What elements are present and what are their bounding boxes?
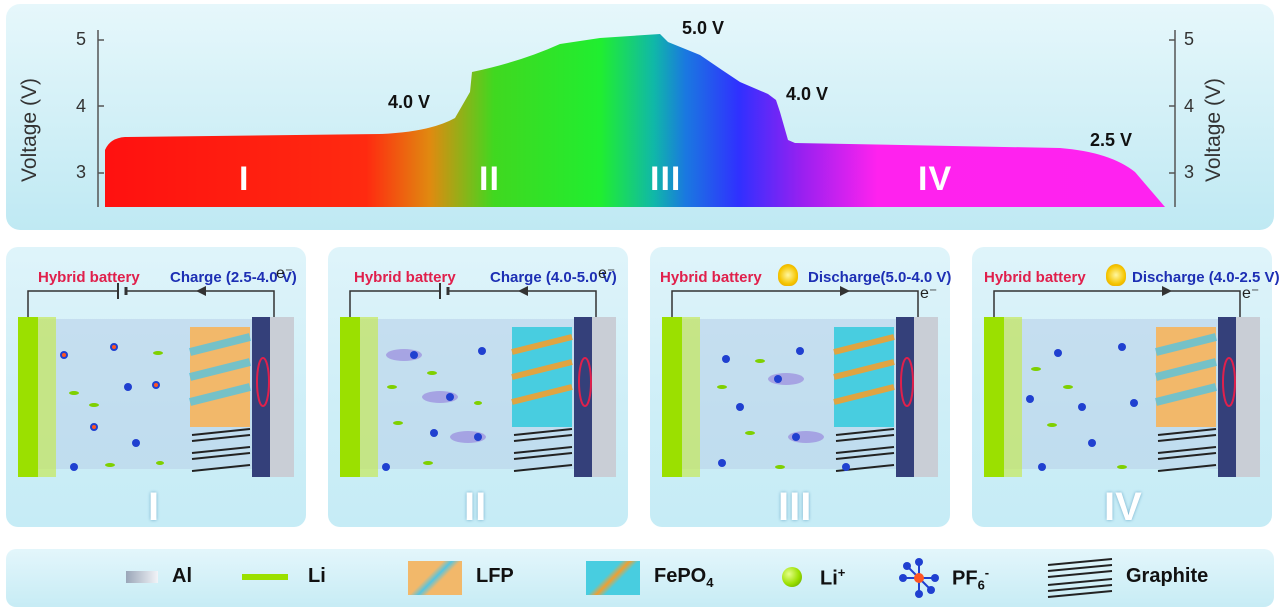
li-swatch [242,574,288,580]
y-tick-right-5: 5 [1184,29,1195,49]
electron-label: e⁻ [276,265,294,282]
li-electrode [18,317,38,477]
y-tick-left-5: 5 [76,29,87,49]
li-ions [387,371,482,465]
voltage-profile-chart [97,30,1176,207]
legend-li-label: Li [308,565,326,587]
pf6-ions [382,347,486,471]
cell-schematic [340,283,616,477]
graphite-stack [835,428,895,472]
cell-schematic [18,283,294,477]
li-ion-icon [782,567,802,587]
al-collector [1236,317,1260,477]
y-tick-right-4: 4 [1184,96,1195,116]
lfp-icon [408,561,462,595]
voltage-profile-area [105,34,1165,207]
cell-stage-label: III [778,485,812,529]
cell-mode: Charge (2.5-4.0 V) [170,269,297,286]
cell-panel-4: Hybrid battery Discharge (4.0-2.5 V) e⁻ … [972,247,1280,529]
stage-label-IV: IV [918,160,953,198]
cell-panel-3: Hybrid battery Discharge(5.0-4.0 V) e⁻ I… [650,247,952,529]
cell-stage-label: I [148,485,160,529]
cell-mode: Discharge(5.0-4.0 V) [808,269,952,286]
graphite-stack [513,428,573,472]
pf6-icon [899,558,939,598]
light-bulb-icon [778,264,798,286]
legend-bar: Al Li LFP FePO4 Li+ PF6- Graphite [6,549,1274,607]
graphite-stack [1157,428,1217,472]
stage-label-I: I [239,160,250,198]
li-ions [717,359,785,469]
y-tick-left-3: 3 [76,162,87,182]
legend-li-ion-label: Li+ [820,565,846,590]
li-electrode [340,317,360,477]
pf6-ions [718,347,850,471]
fepo4-icon [586,561,640,595]
al-collector [270,317,294,477]
stage-label-II: II [479,160,500,198]
cell-stage-label: II [464,485,487,529]
y-tick-left-4: 4 [76,96,87,116]
legend-al-label: Al [172,565,192,587]
legend-graphite-label: Graphite [1126,565,1209,587]
li-electrode [984,317,1004,477]
electron-label: e⁻ [920,285,938,302]
li-electrode [662,317,682,477]
graphite-stack [191,428,251,472]
y-tick-right-3: 3 [1184,162,1195,182]
cell-panel-2: Hybrid battery Charge (4.0-5.0 V) e⁻ II [328,247,628,529]
cell-title: Hybrid battery [38,269,140,286]
li-ions [1031,367,1127,469]
cell-stage-label: IV [1104,485,1142,529]
light-bulb-icon [1106,264,1126,286]
cell-title: Hybrid battery [660,269,762,286]
cell-mode: Discharge (4.0-2.5 V) [1132,269,1280,286]
annotation-4v-discharge: 4.0 V [786,84,829,104]
cell-title: Hybrid battery [354,269,456,286]
al-collector [914,317,938,477]
legend-fepo4-label: FePO4 [654,565,714,590]
annotation-2-5v: 2.5 V [1090,130,1133,150]
annotation-4v-charge: 4.0 V [388,92,431,112]
pf6-ions [1026,343,1138,471]
legend-pf6-label: PF6- [952,565,990,593]
cell-schematic [984,286,1260,477]
electron-label: e⁻ [598,265,616,282]
cell-mode: Charge (4.0-5.0 V) [490,269,617,286]
cell-panel-1: Hybrid battery Charge (2.5-4.0 V) e⁻ I [6,247,306,529]
cell-schematic [662,286,938,477]
electron-label: e⁻ [1242,285,1260,302]
graphite-icon [1047,558,1113,598]
al-collector [592,317,616,477]
al-swatch [126,571,158,583]
cell-title: Hybrid battery [984,269,1086,286]
annotation-5v: 5.0 V [682,18,725,38]
legend-lfp-label: LFP [476,565,514,587]
stage-label-III: III [650,160,682,198]
li-ions [69,351,164,467]
